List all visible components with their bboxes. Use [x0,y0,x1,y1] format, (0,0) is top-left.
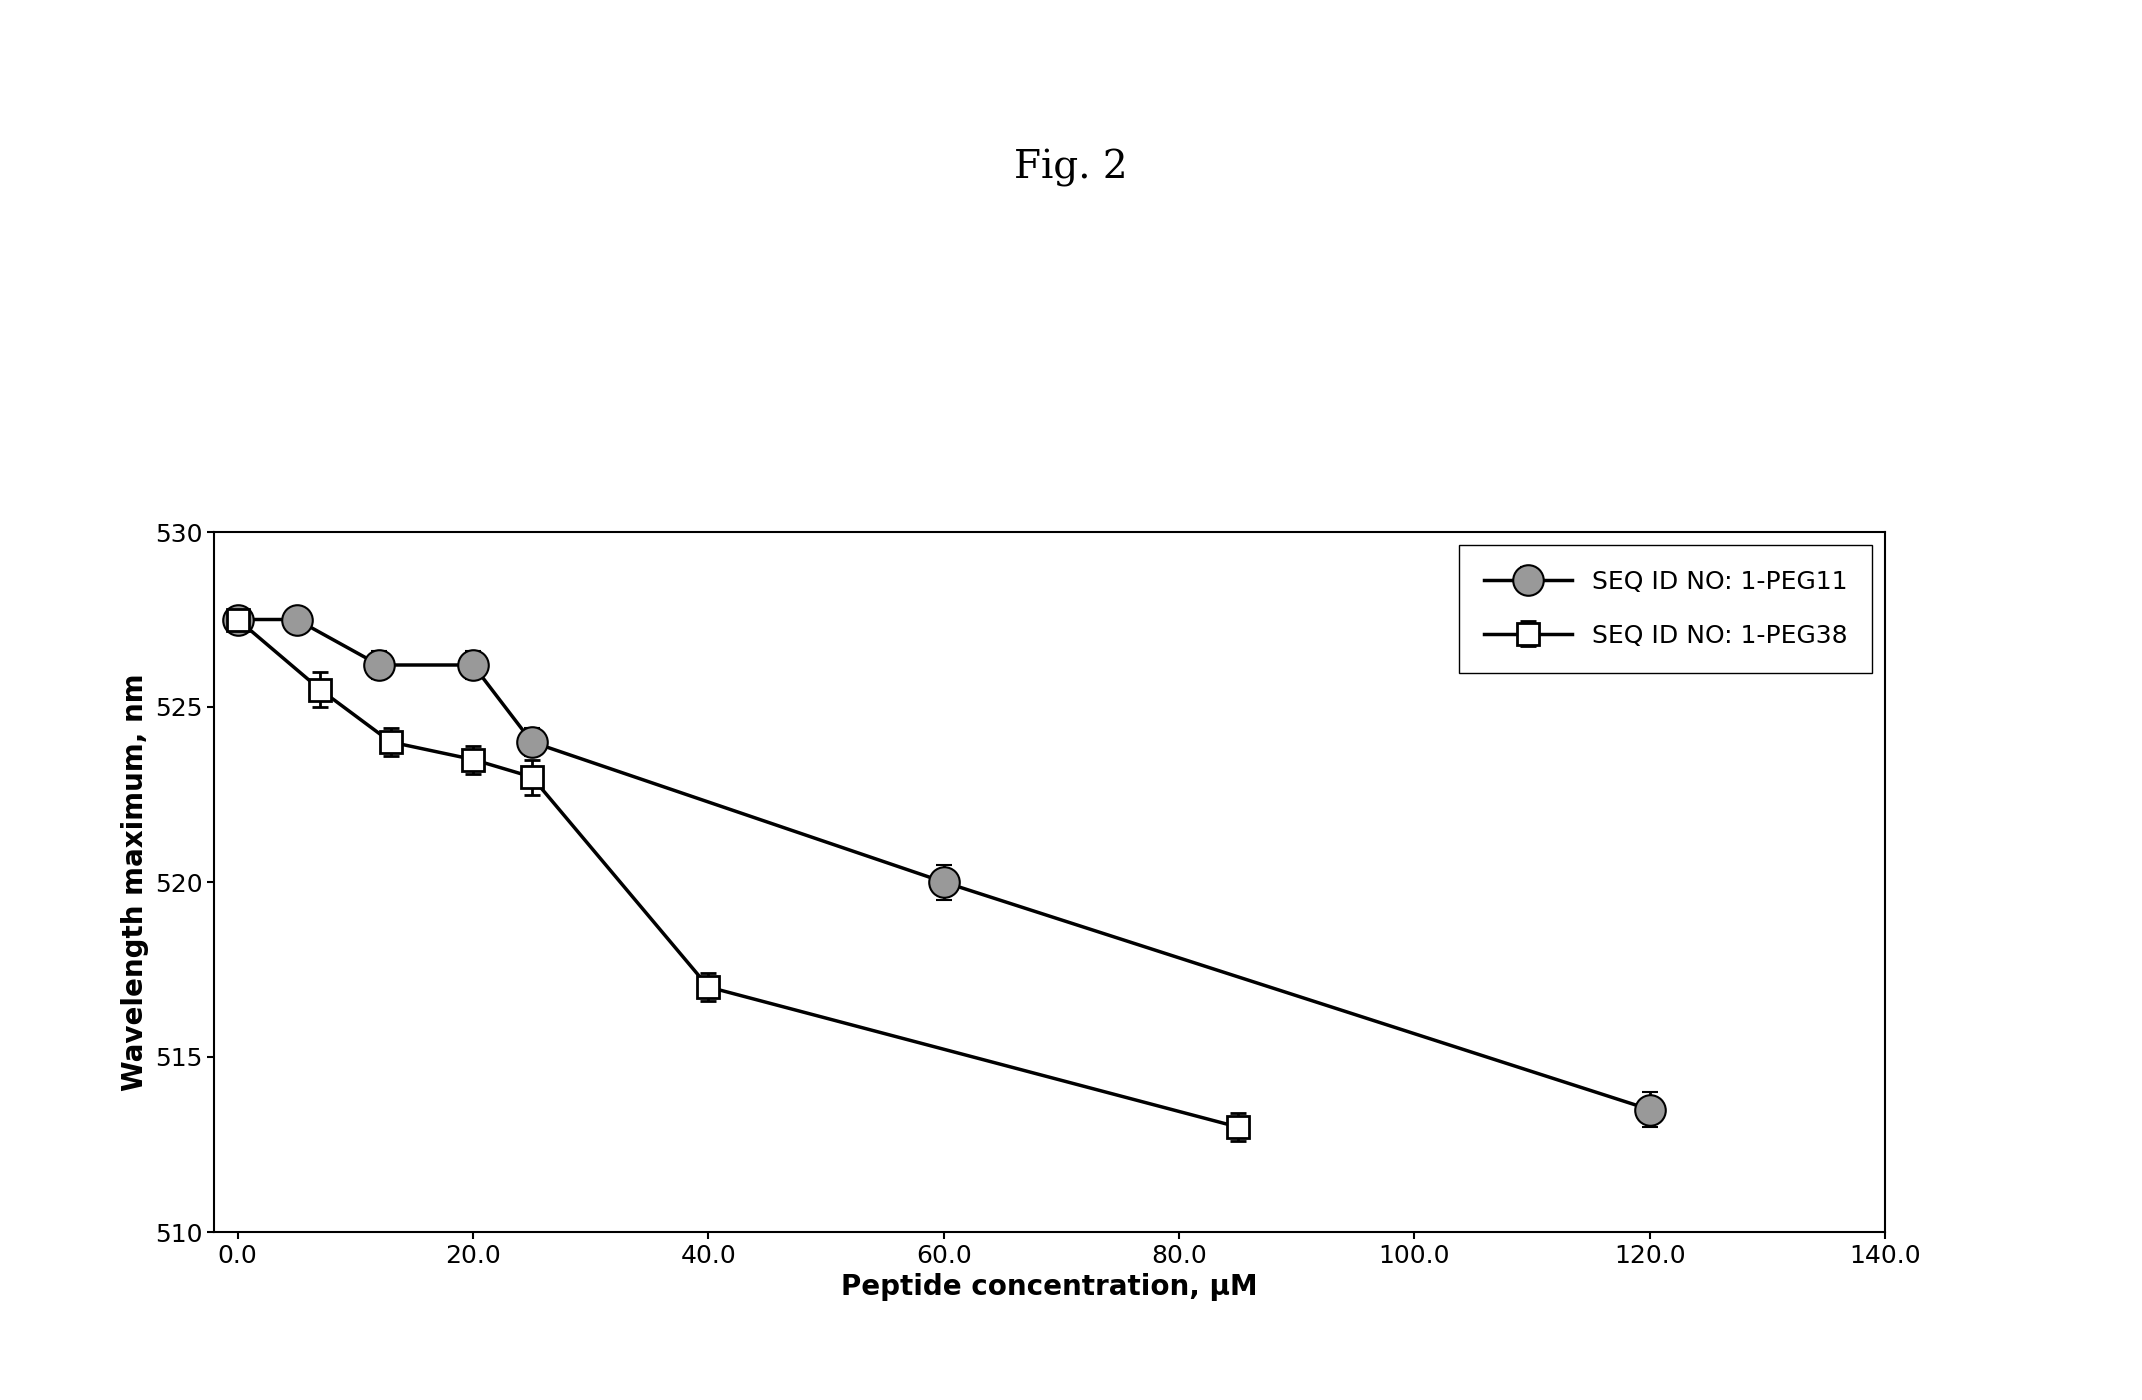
Y-axis label: Wavelength maximum, nm: Wavelength maximum, nm [122,673,150,1091]
X-axis label: Peptide concentration, μM: Peptide concentration, μM [842,1274,1257,1302]
Text: Fig. 2: Fig. 2 [1013,148,1129,188]
Legend: SEQ ID NO: 1-PEG11, SEQ ID NO: 1-PEG38: SEQ ID NO: 1-PEG11, SEQ ID NO: 1-PEG38 [1459,545,1872,672]
